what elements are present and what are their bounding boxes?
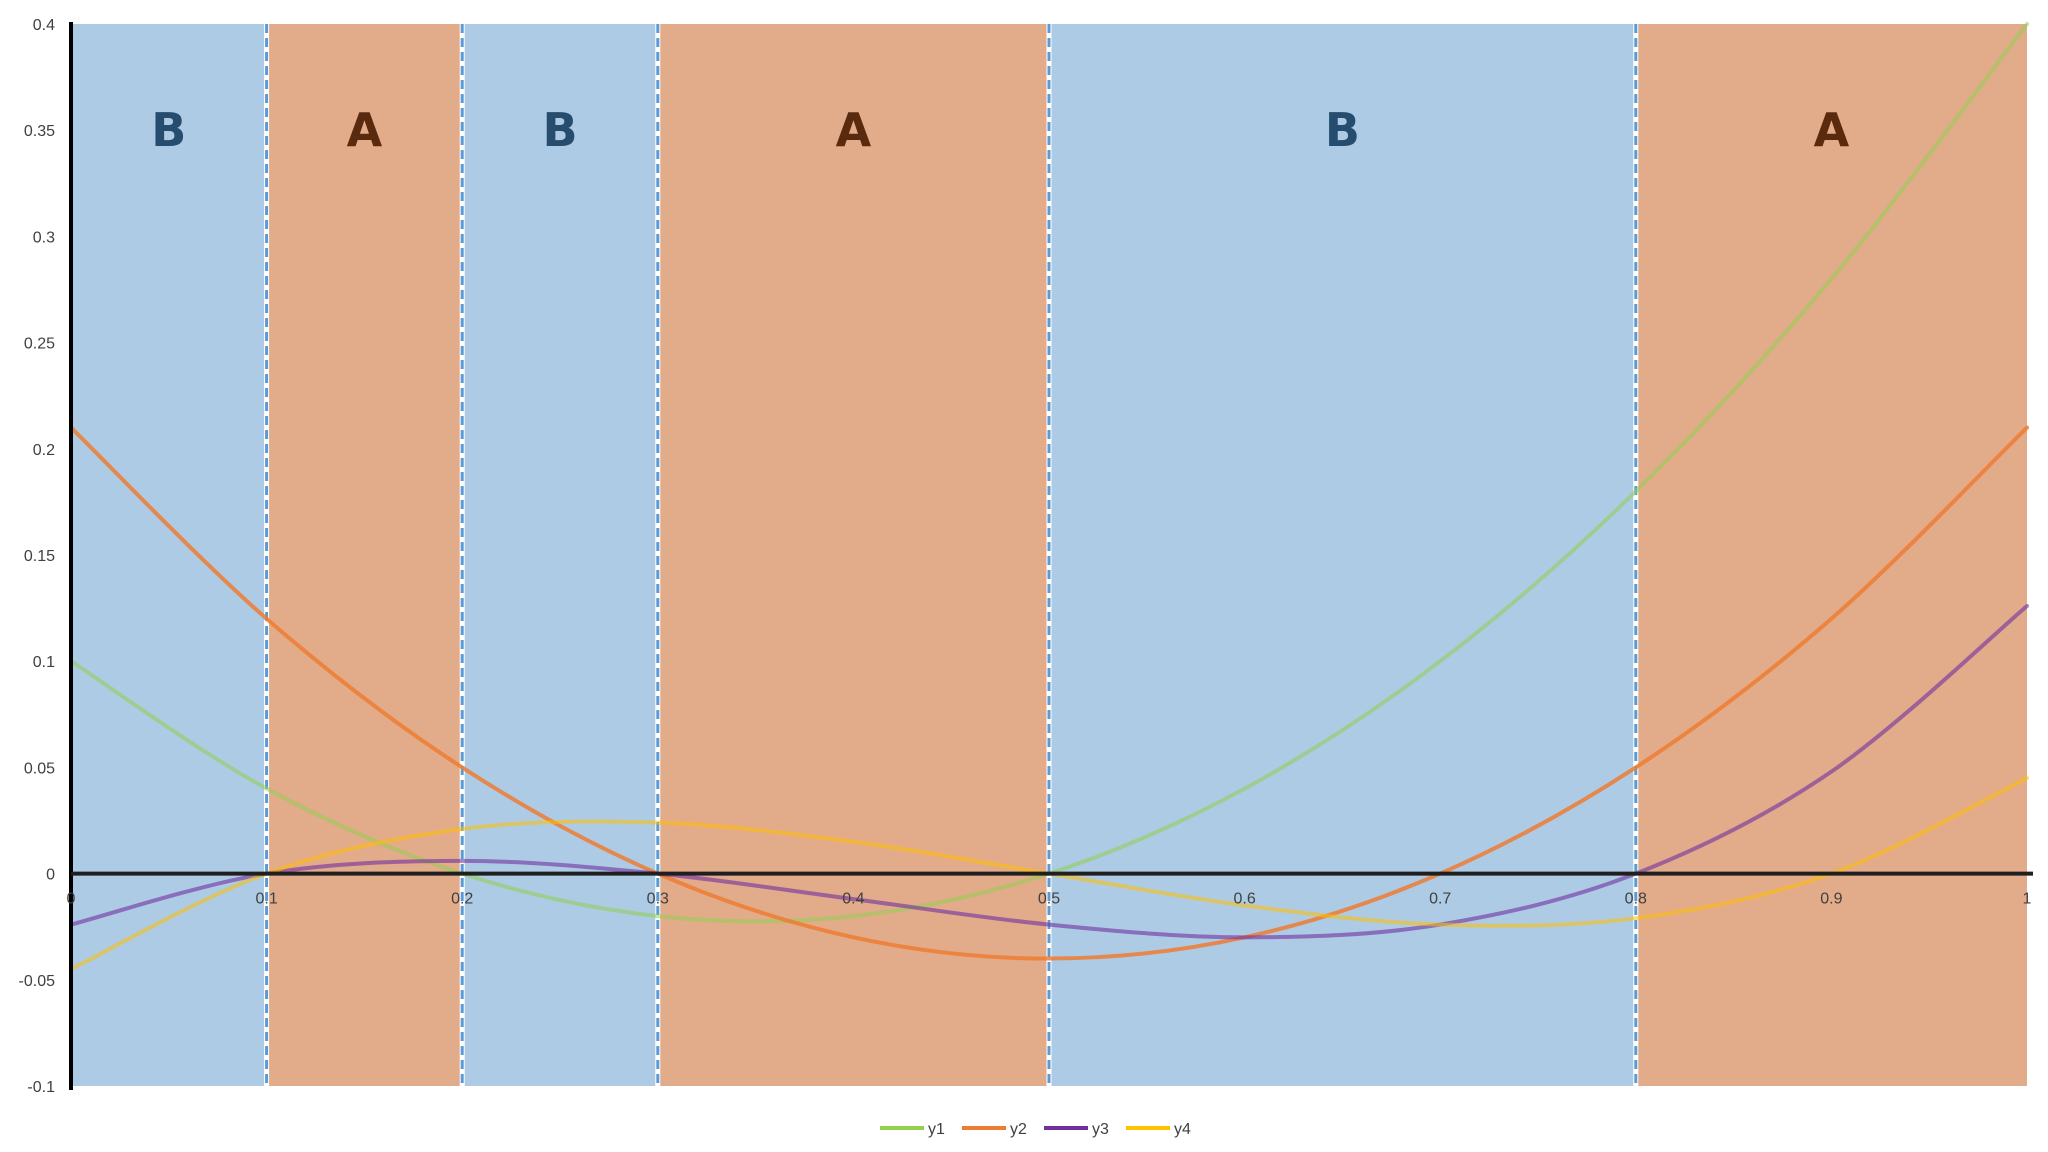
y-tick-label: 0.35 bbox=[24, 123, 55, 140]
y-tick-label: 0.4 bbox=[33, 17, 55, 34]
legend[interactable]: y1 y2 y3 y4 bbox=[880, 1121, 1191, 1138]
y-tick-label: 0.25 bbox=[24, 336, 55, 353]
y-tick-label: 0 bbox=[46, 867, 55, 884]
region-a-band bbox=[266, 24, 463, 1086]
series-line-y1 bbox=[69, 22, 2029, 924]
series-line-y2 bbox=[69, 425, 2029, 961]
x-tick-label: 0.6 bbox=[1233, 891, 1255, 908]
x-tick-label: 0.2 bbox=[451, 891, 473, 908]
region-label-a: A bbox=[836, 103, 872, 157]
x-tick-label: 1 bbox=[2023, 891, 2032, 908]
legend-label-y4: y4 bbox=[1174, 1121, 1191, 1138]
axes bbox=[69, 22, 2033, 1090]
region-label-b: B bbox=[542, 103, 577, 157]
region-a-band bbox=[657, 24, 1049, 1086]
x-tick-label: 0.5 bbox=[1038, 891, 1060, 908]
region-label-b: B bbox=[1325, 103, 1360, 157]
legend-item-y2[interactable]: y2 bbox=[962, 1121, 1027, 1138]
x-tick-label: 0 bbox=[67, 891, 76, 908]
tick-labels: 0 0.1 0.2 0.3 0.4 0.5 0.6 0.7 0.8 0.9 1 0.4 0.35 0.3 0… bbox=[19, 17, 2032, 1096]
legend-label-y1: y1 bbox=[928, 1121, 945, 1138]
region-label-a: A bbox=[1814, 103, 1850, 157]
x-tick-label: 0.3 bbox=[647, 891, 669, 908]
y-tick-label: 0.1 bbox=[33, 654, 55, 671]
y-tick-label: -0.1 bbox=[27, 1079, 55, 1096]
x-tick-label: 0.9 bbox=[1820, 891, 1842, 908]
legend-label-y2: y2 bbox=[1010, 1121, 1027, 1138]
region-a-band bbox=[1635, 24, 2027, 1086]
y-tick-label: 0.2 bbox=[33, 442, 55, 459]
y-tick-label: 0.15 bbox=[24, 548, 55, 565]
series-line-y3 bbox=[69, 603, 2029, 940]
legend-item-y4[interactable]: y4 bbox=[1126, 1121, 1191, 1138]
x-tick-label: 0.4 bbox=[842, 891, 864, 908]
region-boundaries bbox=[264, 24, 1639, 1086]
legend-label-y3: y3 bbox=[1092, 1121, 1109, 1138]
legend-item-y3[interactable]: y3 bbox=[1044, 1121, 1109, 1138]
x-tick-label: 0.7 bbox=[1429, 891, 1451, 908]
region-label-a: A bbox=[347, 103, 383, 157]
region-b-band bbox=[462, 24, 658, 1086]
region-label-b: B bbox=[151, 103, 186, 157]
x-tick-label: 0.1 bbox=[255, 891, 277, 908]
y-tick-label: 0.3 bbox=[33, 229, 55, 246]
y-tick-label: 0.05 bbox=[24, 760, 55, 777]
legend-item-y1[interactable]: y1 bbox=[880, 1121, 945, 1138]
y-tick-label: -0.05 bbox=[19, 973, 56, 990]
region-b-band bbox=[71, 24, 267, 1086]
x-tick-label: 0.8 bbox=[1625, 891, 1647, 908]
